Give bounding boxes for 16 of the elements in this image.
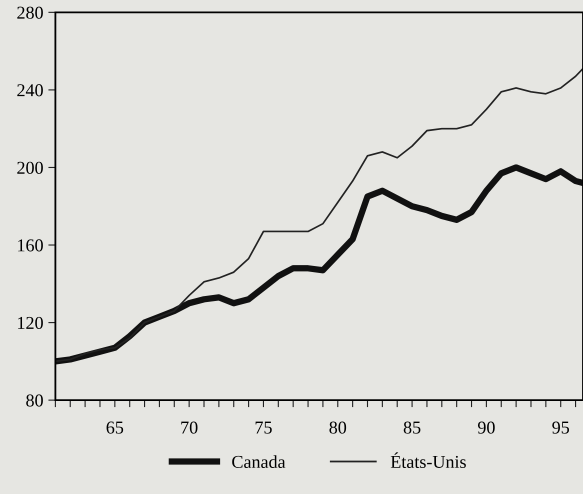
line-series [55, 68, 583, 362]
x-tick-label: 90 [478, 421, 495, 434]
y-tick-label: 200 [17, 162, 43, 174]
x-tick-label: 75 [256, 422, 272, 434]
x-tick-label: 80 [329, 421, 346, 434]
y-tick-label: 160 [18, 239, 43, 252]
legend-label: États-Unis [390, 452, 466, 468]
y-tick-label: 280 [17, 6, 43, 19]
x-tick-label: 65 [106, 422, 124, 434]
y-tick-label: 120 [18, 316, 43, 330]
y-tick-label: 80 [26, 394, 43, 407]
x-tick-label: 85 [404, 421, 420, 434]
x-tick-label: 95 [552, 422, 570, 434]
y-tick-label: 240 [17, 84, 43, 96]
legend-label: Canada [232, 455, 286, 468]
x-tick-label: 70 [181, 421, 198, 434]
